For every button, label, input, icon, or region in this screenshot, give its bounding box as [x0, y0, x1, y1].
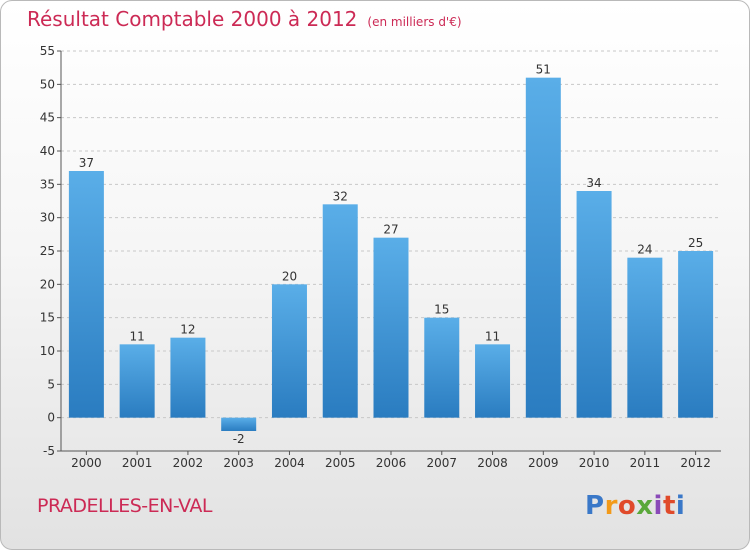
logo-letter: o [617, 491, 637, 521]
y-tick-label: 35 [40, 177, 55, 191]
data-label: 11 [485, 329, 500, 343]
x-tick-label: 2010 [579, 456, 610, 470]
bar [170, 337, 206, 418]
y-tick-label: 30 [40, 211, 55, 225]
bar [271, 284, 307, 418]
x-tick-label: 2001 [122, 456, 153, 470]
bar [373, 237, 409, 418]
bar [221, 417, 257, 431]
data-label: 24 [637, 243, 652, 257]
bar [68, 171, 104, 418]
x-tick-label: 2003 [223, 456, 254, 470]
logo-letter: r [604, 491, 618, 521]
title-text: Résultat Comptable 2000 à 2012 [27, 7, 358, 31]
x-tick-label: 2005 [325, 456, 356, 470]
logo-letter: t [662, 491, 676, 521]
chart-title: Résultat Comptable 2000 à 2012 (en millie… [27, 7, 462, 31]
logo-letter: P [585, 491, 605, 521]
y-tick-label: 25 [40, 244, 55, 258]
x-tick-label: 2002 [173, 456, 204, 470]
data-label: -2 [233, 432, 245, 446]
x-tick-label: 2000 [71, 456, 102, 470]
y-tick-label: 45 [40, 111, 55, 125]
unit-note: (en milliers d'€) [367, 15, 462, 29]
logo-letter: i [653, 491, 663, 521]
logo-letter: i [675, 491, 686, 521]
data-label: 15 [434, 303, 449, 317]
commune-name: PRADELLES-EN-VAL [37, 495, 212, 517]
data-label: 20 [282, 269, 297, 283]
data-label: 25 [688, 236, 703, 250]
proxiti-logo: Proxiti [585, 491, 685, 521]
y-tick-label: 0 [47, 411, 55, 425]
y-tick-label: 40 [40, 144, 55, 158]
data-label: 34 [586, 176, 601, 190]
bar [322, 204, 358, 418]
x-tick-label: 2012 [680, 456, 711, 470]
y-tick-label: -5 [43, 444, 55, 458]
y-tick-label: 20 [40, 277, 55, 291]
x-tick-label: 2009 [528, 456, 559, 470]
x-tick-label: 2006 [376, 456, 407, 470]
x-tick-label: 2004 [274, 456, 305, 470]
data-label: 12 [180, 323, 195, 337]
x-tick-label: 2008 [477, 456, 508, 470]
y-tick-label: 55 [40, 44, 55, 58]
bar [678, 251, 714, 418]
y-tick-label: 5 [47, 377, 55, 391]
bar [119, 344, 155, 418]
bar [475, 344, 511, 418]
data-label: 51 [536, 63, 551, 77]
y-tick-label: 15 [40, 311, 55, 325]
data-label: 37 [79, 156, 94, 170]
bar [525, 77, 561, 418]
logo-letter: x [636, 491, 654, 521]
x-tick-label: 2011 [630, 456, 661, 470]
y-tick-label: 10 [40, 344, 55, 358]
bar [627, 257, 663, 418]
data-label: 11 [130, 329, 145, 343]
x-tick-label: 2007 [426, 456, 457, 470]
bar [424, 317, 460, 418]
data-label: 27 [383, 223, 398, 237]
data-label: 32 [333, 189, 348, 203]
bar [576, 191, 612, 418]
y-tick-label: 50 [40, 77, 55, 91]
